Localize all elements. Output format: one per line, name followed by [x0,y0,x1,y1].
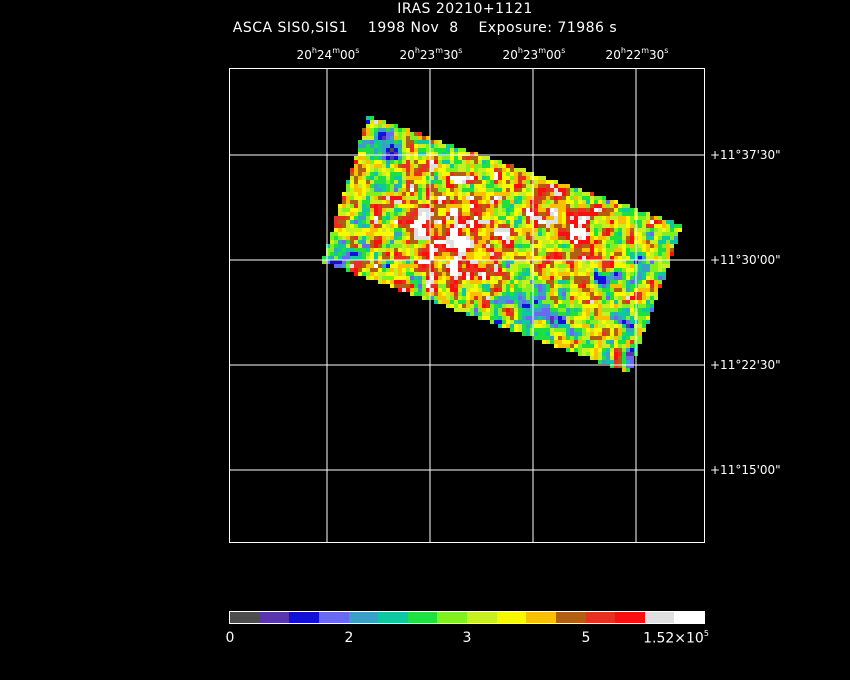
colorbar-swatch [526,612,556,623]
colorbar-swatch [615,612,645,623]
colorbar-max-label: 1.52×105 [643,629,709,647]
colorbar-swatch [467,612,497,623]
dec-tick-label: +11°22'30" [710,358,781,372]
dec-tick-label: +11°37'30" [710,148,781,162]
colorbar-label: 0 [225,630,235,646]
colorbar-swatch [585,612,616,623]
colorbar-swatch [555,612,586,623]
colorbar-swatch [437,612,467,623]
colorbar-swatch [259,612,290,623]
colorbar-swatch [348,612,379,623]
dec-tick-label: +11°15'00" [710,463,781,477]
target-title: IRAS 20210+1121 [397,1,533,17]
coordinate-grid [229,68,705,543]
ra-tick-label: 20h23m30s [399,46,463,62]
colorbar-swatch [674,612,704,623]
instrument-label: ASCA SIS0,SIS1 [232,20,349,36]
colorbar-label: 3 [462,630,472,646]
colorbar-swatch [407,612,438,623]
colorbar-swatch [230,612,260,623]
xray-pixels [322,116,682,372]
observation-info: ASCA SIS0,SIS1 1998 Nov 8 Exposure: 7198… [0,20,850,36]
exposure-label: Exposure: 71986 s [478,20,618,36]
colorbar-label: 5 [581,630,591,646]
colorbar-swatch [289,612,319,623]
colorbar-swatch [496,612,527,623]
colorbar-swatch [318,612,349,623]
colorbar [229,611,705,624]
dec-tick-label: +11°30'00" [710,253,781,267]
ra-tick-label: 20h23m00s [502,46,566,62]
colorbar-swatch [378,612,408,623]
ra-tick-label: 20h22m30s [605,46,669,62]
colorbar-label: 2 [344,630,354,646]
colorbar-swatch [644,612,675,623]
ra-tick-label: 20h24m00s [296,46,360,62]
observation-date: 1998 Nov 8 [367,20,459,36]
plot-frame [229,68,705,543]
